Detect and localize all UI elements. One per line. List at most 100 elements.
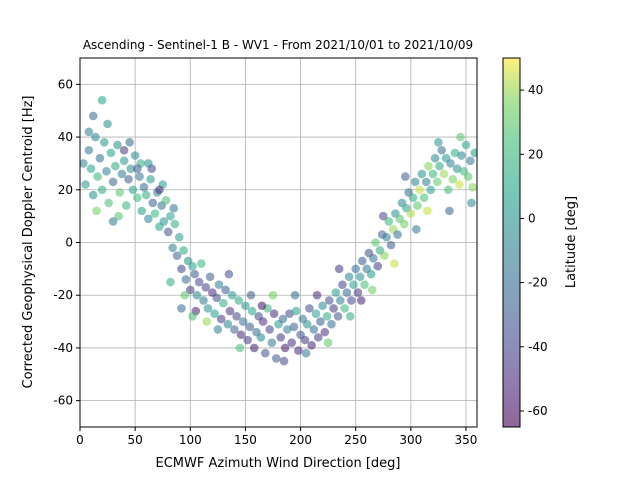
scatter-point [214, 280, 224, 289]
scatter-point [236, 330, 246, 340]
y-tick-label: -20 [53, 288, 73, 302]
scatter-point [93, 172, 102, 181]
scatter-point [92, 206, 101, 216]
scatter-point [168, 243, 177, 253]
scatter-point [333, 312, 343, 321]
scatter-point [349, 280, 358, 289]
x-axis-label: ECMWF Azimuth Wind Direction [deg] [156, 456, 401, 471]
scatter-point [309, 325, 319, 334]
scatter-point [322, 312, 332, 321]
scatter-point [444, 185, 453, 195]
scatter-point [434, 138, 443, 147]
scatter-point [197, 259, 206, 268]
colorbar [503, 58, 520, 427]
scatter-point [188, 312, 197, 321]
scatter-point [428, 169, 438, 179]
scatter-point [223, 319, 233, 329]
scatter-point [423, 206, 432, 216]
scatter-point [426, 185, 435, 195]
scatter-point [117, 169, 127, 179]
scatter-point [312, 290, 322, 300]
scatter-point [316, 317, 325, 326]
scatter-point [300, 335, 310, 345]
scatter-point [369, 254, 378, 263]
scatter-point [177, 304, 186, 313]
y-tick-label: -40 [53, 341, 73, 355]
colorbar-frame [502, 57, 521, 428]
scatter-point [378, 211, 388, 221]
scatter-point [466, 156, 475, 166]
scatter-point [437, 145, 447, 155]
scatter-point [130, 151, 140, 160]
scatter-point [115, 188, 124, 197]
scatter-point [433, 177, 442, 187]
scatter-point [457, 151, 466, 160]
scatter-point [435, 161, 444, 171]
scatter-point [99, 138, 109, 147]
scatter-point [144, 159, 153, 168]
scatter-point [150, 209, 160, 218]
scatter-point [334, 264, 344, 274]
scatter-point [285, 309, 294, 318]
scatter-point [386, 240, 396, 250]
scatter-point [450, 148, 460, 158]
scatter-point [241, 301, 250, 311]
x-tick-label: 50 [127, 433, 142, 447]
scatter-point [393, 230, 402, 239]
scatter-point [278, 314, 288, 324]
scatter-point [467, 198, 476, 208]
scatter-point [119, 156, 129, 166]
scatter-point [141, 190, 151, 200]
scatter-point [247, 306, 257, 316]
scatter-point [238, 317, 248, 326]
scatter-point [114, 211, 123, 221]
scatter-point [245, 322, 255, 332]
scatter-point [216, 314, 226, 324]
scatter-point [146, 174, 155, 184]
scatter-point [280, 343, 290, 353]
scatter-point [163, 227, 173, 237]
x-tick-label: 0 [76, 433, 84, 447]
y-axis-label: Corrected Geophysical Doppler Centroid [… [21, 95, 36, 388]
scatter-point [108, 217, 118, 226]
scatter-point [279, 356, 289, 366]
scatter-point [88, 111, 98, 121]
scatter-point [235, 343, 245, 353]
scatter-point [179, 246, 188, 255]
scatter-point [122, 201, 131, 210]
scatter-point [289, 322, 299, 332]
scatter-point [170, 219, 180, 229]
colorbar-tick-label: 40 [528, 83, 543, 97]
scatter-point [283, 325, 292, 334]
scatter-point [313, 333, 323, 342]
scatter-point [424, 161, 433, 171]
x-tick-label: 100 [179, 433, 202, 447]
scatter-point [307, 340, 316, 350]
scatter-point [81, 180, 90, 189]
scatter-point [265, 325, 274, 334]
scatter-point [225, 306, 235, 316]
x-tick-label: 350 [455, 433, 478, 447]
scatter-point [203, 304, 213, 313]
x-tick-label: 150 [234, 433, 257, 447]
scatter-point [139, 182, 149, 192]
scatter-point [399, 219, 409, 229]
colorbar-tick-label: -60 [528, 404, 548, 418]
x-tick-label: 300 [399, 433, 422, 447]
scatter-point [135, 172, 144, 181]
scatter-point [243, 335, 252, 345]
scatter-point [97, 185, 107, 195]
scatter-point [172, 251, 182, 260]
scatter-point [301, 348, 311, 358]
y-tick-label: -60 [53, 394, 73, 408]
colorbar-tick-label: 0 [528, 211, 536, 225]
scatter-point [210, 309, 219, 318]
scatter-point [287, 338, 297, 347]
scatter-point [246, 290, 256, 300]
scatter-point [345, 312, 355, 321]
scatter-point [340, 304, 349, 313]
scatter-point [452, 164, 462, 173]
scatter-point [413, 201, 422, 210]
scatter-point [88, 190, 98, 200]
scatter-point [367, 285, 377, 295]
